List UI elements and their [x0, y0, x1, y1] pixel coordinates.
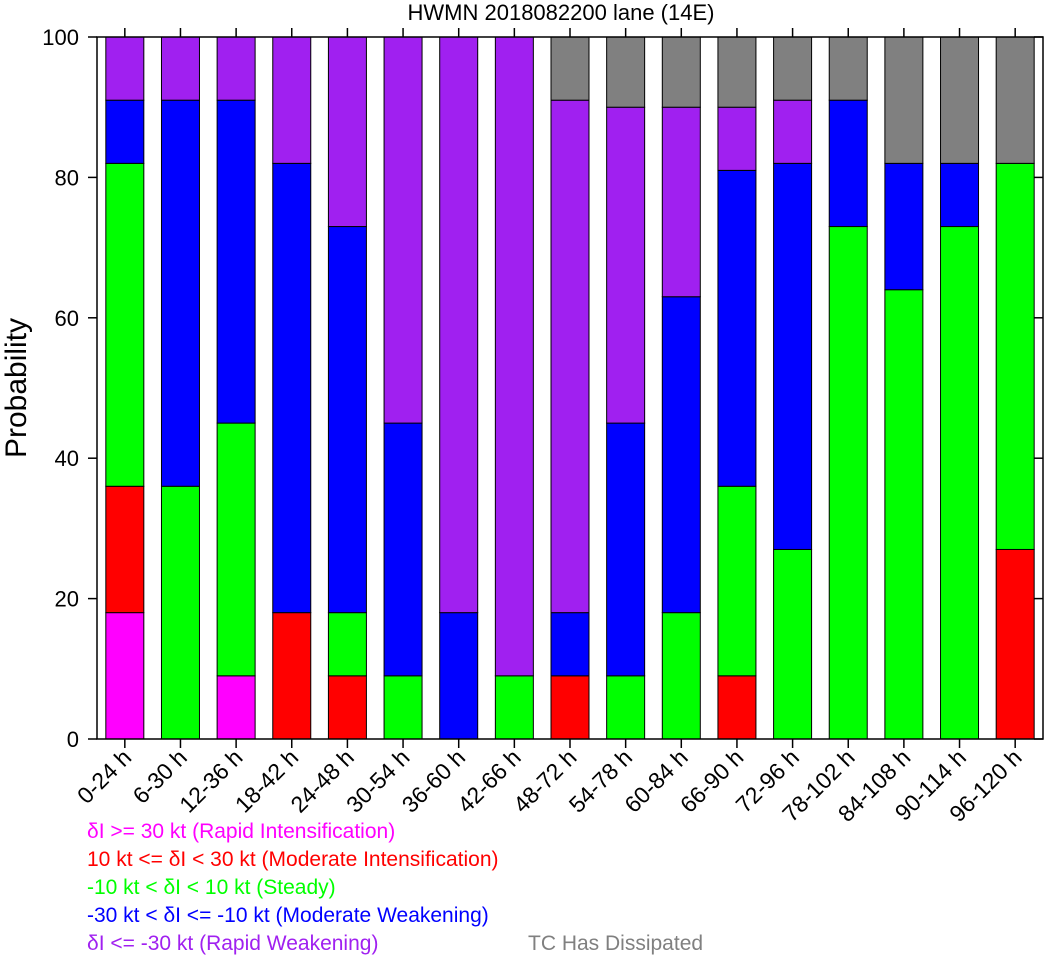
bar-segment-dissipated: [661, 36, 701, 108]
bar-segment-steady: [828, 226, 868, 740]
bar-segment-steady: [494, 675, 534, 740]
bar-segment-rapid-weakening: [327, 36, 367, 228]
y-tick-label: 60: [55, 306, 79, 331]
bar-segment-rapid-weakening: [216, 36, 256, 101]
bar-segment-dissipated: [828, 36, 868, 101]
bar-segment-steady: [160, 485, 200, 740]
bar-segment-rapid-intensification: [105, 612, 145, 740]
bar-segment-dissipated: [773, 36, 813, 101]
bar-segment-moderate-intensification: [550, 675, 590, 740]
bar-segment-moderate-weakening: [160, 99, 200, 487]
y-axis-label: Probability: [0, 318, 33, 458]
bar-segment-rapid-weakening: [272, 36, 312, 164]
bar-segment-rapid-weakening: [494, 36, 534, 677]
bar-segment-rapid-weakening: [661, 106, 701, 298]
bar-segment-steady: [327, 612, 367, 677]
bar-segment-steady: [216, 422, 256, 677]
legend-entry-moderate-weakening: -30 kt < δI <= -10 kt (Moderate Weakenin…: [87, 904, 489, 927]
bar-segment-moderate-intensification: [272, 612, 312, 740]
bar-segment-moderate-weakening: [717, 169, 757, 487]
bar-segment-rapid-weakening: [383, 36, 423, 424]
chart-title: HWMN 2018082200 lane (14E): [408, 0, 715, 25]
y-tick-label: 100: [42, 25, 79, 50]
bar-segment-steady: [940, 226, 980, 740]
bar-segment-moderate-weakening: [327, 226, 367, 614]
legend-entry-steady: -10 kt < δI < 10 kt (Steady): [87, 876, 336, 899]
bar-segment-rapid-weakening: [717, 106, 757, 171]
bar-segment-dissipated: [940, 36, 980, 164]
bar-segment-steady: [606, 675, 646, 740]
bar-segment-moderate-weakening: [828, 99, 868, 228]
legend-entry-rapid-weakening: δI <= -30 kt (Rapid Weakening): [87, 932, 379, 955]
bar-segment-moderate-weakening: [884, 162, 924, 291]
x-axis: 0-24 h6-30 h12-36 h18-42 h24-48 h30-54 h…: [72, 28, 1027, 827]
bar-segment-rapid-weakening: [439, 36, 479, 614]
bar-segment-moderate-intensification: [105, 485, 145, 614]
bar-segment-dissipated: [606, 36, 646, 108]
y-tick-label: 80: [55, 165, 79, 190]
bar-segment-dissipated: [717, 36, 757, 108]
bar-segment-moderate-weakening: [606, 422, 646, 677]
x-tick-label: 0-24 h: [72, 744, 137, 809]
bar-segment-rapid-weakening: [550, 99, 590, 614]
bar-segment-moderate-weakening: [550, 612, 590, 677]
bar-segment-rapid-weakening: [160, 36, 200, 101]
bar-segment-moderate-weakening: [439, 612, 479, 740]
bar-segment-rapid-weakening: [105, 36, 145, 101]
bar-segment-steady: [995, 162, 1035, 550]
bar-segment-rapid-weakening: [606, 106, 646, 424]
legend-entry-moderate-intensification: 10 kt <= δI < 30 kt (Moderate Intensific…: [87, 848, 499, 871]
bar-segment-rapid-intensification: [216, 675, 256, 740]
bar-segment-steady: [661, 612, 701, 740]
y-axis: 0 20 40 60 80 100: [42, 25, 1043, 752]
bar-segment-steady: [105, 162, 145, 487]
bar-segment-moderate-weakening: [105, 99, 145, 164]
bar-segment-dissipated: [550, 36, 590, 101]
bar-segment-moderate-intensification: [717, 675, 757, 740]
y-tick-label: 20: [55, 587, 79, 612]
bar-segment-moderate-weakening: [940, 162, 980, 228]
bar-segment-dissipated: [995, 36, 1035, 164]
y-tick-label: 40: [55, 446, 79, 471]
bar-segment-steady: [773, 548, 813, 740]
bar-segment-moderate-weakening: [383, 422, 423, 677]
bar-segment-dissipated: [884, 36, 924, 164]
legend-entry-rapid-intensification: δI >= 30 kt (Rapid Intensification): [87, 820, 396, 843]
bar-segment-steady: [717, 485, 757, 677]
bar-segment-rapid-weakening: [773, 99, 813, 164]
bar-segment-moderate-intensification: [995, 548, 1035, 740]
bar-segment-moderate-weakening: [773, 162, 813, 550]
bar-segment-moderate-intensification: [327, 675, 367, 740]
legend-entry-dissipated: TC Has Dissipated: [528, 932, 704, 955]
bar-segment-steady: [383, 675, 423, 740]
y-tick-label: 0: [67, 727, 79, 752]
bar-segment-moderate-weakening: [272, 162, 312, 614]
bar-segment-steady: [884, 289, 924, 740]
bar-segment-moderate-weakening: [216, 99, 256, 424]
bar-segment-moderate-weakening: [661, 296, 701, 614]
bars-layer: [105, 36, 1035, 740]
